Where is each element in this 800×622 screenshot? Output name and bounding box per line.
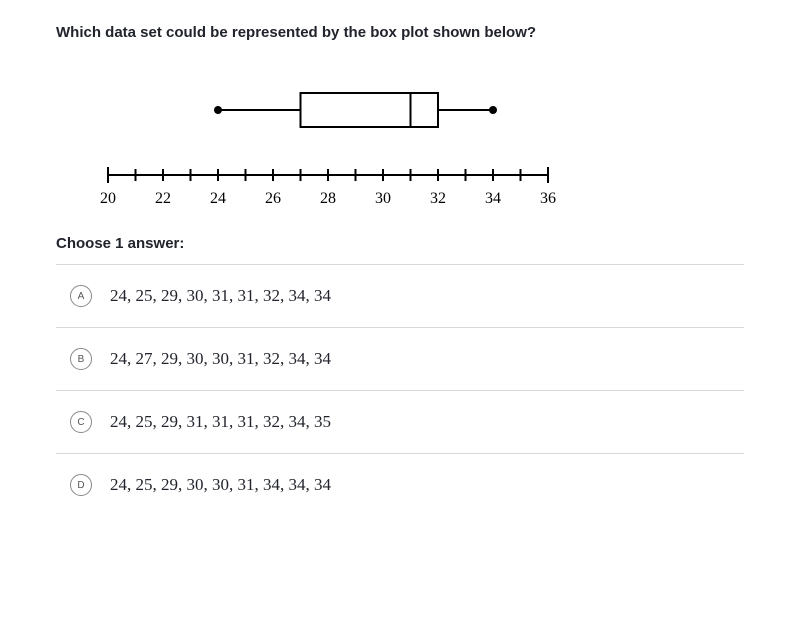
- option-letter-circle[interactable]: B: [70, 348, 92, 370]
- svg-text:28: 28: [320, 190, 336, 207]
- option-text: 24, 27, 29, 30, 30, 31, 32, 34, 34: [110, 349, 331, 369]
- option-letter-circle[interactable]: C: [70, 411, 92, 433]
- answer-list: A 24, 25, 29, 30, 31, 31, 32, 34, 34 B 2…: [56, 264, 744, 516]
- answer-option[interactable]: C 24, 25, 29, 31, 31, 31, 32, 34, 35: [56, 390, 744, 453]
- svg-text:36: 36: [540, 190, 556, 207]
- answer-option[interactable]: B 24, 27, 29, 30, 30, 31, 32, 34, 34: [56, 327, 744, 390]
- option-text: 24, 25, 29, 30, 30, 31, 34, 34, 34: [110, 475, 331, 495]
- svg-text:26: 26: [265, 190, 281, 207]
- svg-text:20: 20: [100, 190, 116, 207]
- option-text: 24, 25, 29, 30, 31, 31, 32, 34, 34: [110, 286, 331, 306]
- svg-text:32: 32: [430, 190, 446, 207]
- option-letter-circle[interactable]: D: [70, 474, 92, 496]
- option-text: 24, 25, 29, 31, 31, 31, 32, 34, 35: [110, 412, 331, 432]
- boxplot-figure: 20 22 24 26 28 30 32 34 36: [88, 65, 568, 215]
- svg-text:30: 30: [375, 190, 391, 207]
- svg-text:24: 24: [210, 190, 226, 207]
- svg-text:34: 34: [485, 190, 501, 207]
- answer-option[interactable]: A 24, 25, 29, 30, 31, 31, 32, 34, 34: [56, 264, 744, 327]
- option-letter-circle[interactable]: A: [70, 285, 92, 307]
- choose-instruction: Choose 1 answer:: [56, 235, 744, 252]
- answer-option[interactable]: D 24, 25, 29, 30, 30, 31, 34, 34, 34: [56, 453, 744, 516]
- svg-text:22: 22: [155, 190, 171, 207]
- question-text: Which data set could be represented by t…: [56, 24, 744, 41]
